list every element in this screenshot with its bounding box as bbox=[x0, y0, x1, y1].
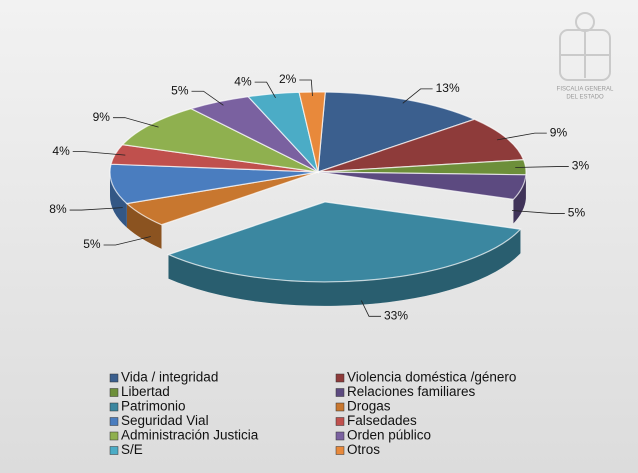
legend-swatch bbox=[109, 417, 119, 426]
data-label: 9% bbox=[93, 110, 111, 124]
slice bbox=[166, 201, 522, 283]
legend-swatch bbox=[109, 431, 119, 441]
leader-line bbox=[112, 117, 159, 128]
data-label: 8% bbox=[49, 202, 67, 216]
slice-side-shade bbox=[126, 203, 162, 249]
legend-label: Administración Justicia bbox=[121, 428, 259, 443]
data-label: 4% bbox=[52, 144, 70, 158]
slice-side bbox=[126, 203, 162, 249]
legend-swatch bbox=[109, 446, 119, 455]
leader-line bbox=[191, 90, 224, 106]
data-label: 13% bbox=[436, 81, 460, 95]
legend-swatch bbox=[335, 431, 345, 441]
leader-line bbox=[402, 88, 433, 104]
legend-swatch bbox=[335, 373, 345, 383]
leader-line bbox=[497, 132, 547, 141]
leader-line bbox=[360, 300, 381, 317]
legend-label: Falsedades bbox=[347, 413, 417, 428]
slice bbox=[109, 163, 319, 205]
legend-label: Libertad bbox=[121, 384, 170, 399]
slice-side bbox=[168, 229, 521, 306]
leader-line bbox=[72, 151, 126, 156]
data-label: 2% bbox=[279, 72, 297, 86]
legend-swatch bbox=[335, 446, 345, 455]
legend-swatch bbox=[335, 402, 345, 412]
legend-swatch bbox=[109, 388, 119, 397]
data-label: 33% bbox=[384, 308, 408, 322]
emblem bbox=[559, 12, 611, 81]
slice bbox=[317, 171, 527, 200]
legend-label: Otros bbox=[347, 442, 380, 457]
data-label: 9% bbox=[550, 125, 568, 139]
legend-label: Seguridad Vial bbox=[121, 413, 209, 428]
logo-text: FISCALIA GENERAL bbox=[557, 87, 614, 93]
legend-swatch bbox=[335, 417, 345, 426]
legend-label: Drogas bbox=[347, 399, 391, 414]
leader-line bbox=[511, 210, 565, 214]
data-label: 5% bbox=[568, 206, 586, 220]
slice-side-shade bbox=[110, 172, 127, 228]
legend-label: Violencia doméstica /género bbox=[347, 370, 516, 385]
data-label: 4% bbox=[234, 74, 252, 88]
data-label: 5% bbox=[83, 237, 101, 251]
leader-line bbox=[103, 236, 151, 246]
slice-side-shade bbox=[168, 229, 521, 306]
leader-line bbox=[515, 166, 569, 168]
data-label: 3% bbox=[572, 159, 590, 173]
legend-label: Patrimonio bbox=[121, 399, 186, 414]
legend-swatch bbox=[335, 388, 345, 397]
leader-line bbox=[69, 207, 123, 211]
data-label: 5% bbox=[171, 83, 189, 97]
slice-side bbox=[110, 172, 127, 228]
legend-label: S/E bbox=[121, 442, 143, 457]
legend-label: Vida / integridad bbox=[121, 370, 218, 385]
legend-label: Orden público bbox=[347, 428, 431, 443]
legend-swatch bbox=[109, 373, 119, 383]
legend-swatch bbox=[109, 402, 119, 412]
leader-line bbox=[299, 79, 313, 97]
leader-line bbox=[254, 81, 276, 98]
legend-label: Relaciones familiares bbox=[347, 384, 476, 399]
logo-text: DEL ESTADO bbox=[566, 95, 604, 101]
